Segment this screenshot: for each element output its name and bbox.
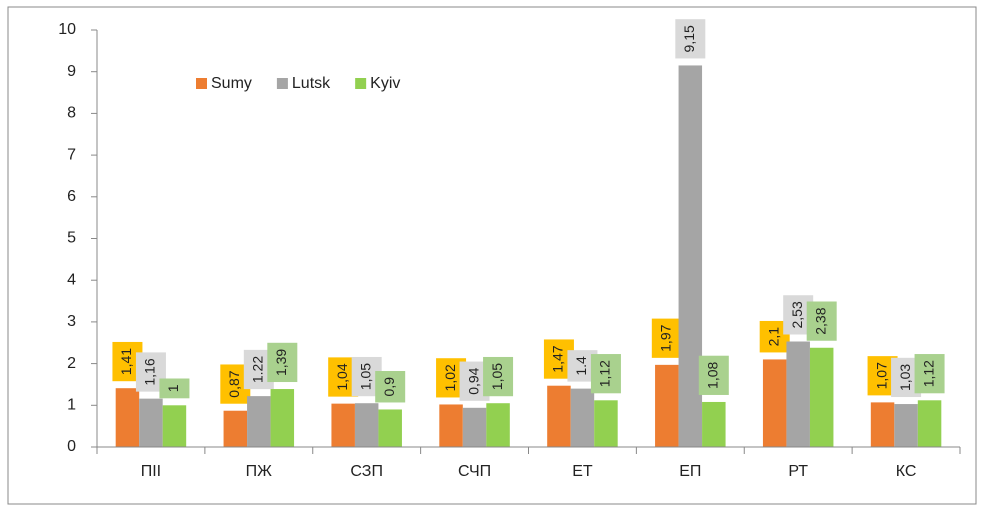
value-label: 0,87 (226, 370, 242, 397)
y-tick-label: 2 (67, 355, 76, 372)
x-tick-label: ПІІ (141, 463, 161, 480)
bar (462, 407, 487, 447)
value-label: 1,02 (442, 364, 458, 391)
value-label: 1 (165, 384, 181, 392)
value-label: 1,04 (334, 363, 350, 390)
value-label: 1,05 (489, 363, 505, 390)
value-label-box (267, 342, 298, 383)
value-label: 2,53 (789, 301, 805, 328)
legend-label: Kyiv (370, 75, 400, 92)
value-label: 9,15 (681, 25, 697, 52)
value-label: 0,9 (381, 377, 397, 397)
y-tick-label: 3 (67, 313, 76, 330)
value-label-box (675, 19, 706, 59)
bar (809, 347, 834, 447)
bar (786, 341, 810, 447)
bar (378, 409, 402, 447)
value-label-box (590, 354, 621, 394)
x-tick-label: КС (896, 463, 917, 480)
value-label-box (651, 318, 682, 358)
y-tick-label: 10 (58, 21, 76, 38)
y-tick-label: 6 (67, 188, 76, 205)
y-tick-label: 1 (67, 397, 76, 414)
x-tick-label: РТ (788, 463, 808, 480)
legend-swatch (355, 78, 367, 89)
value-label: 1,05 (357, 363, 373, 390)
bar (762, 359, 787, 447)
x-tick-label: ЕП (679, 463, 701, 480)
legend-label: Lutsk (292, 75, 331, 92)
bar (570, 388, 595, 447)
y-tick-label: 7 (67, 146, 76, 163)
bar (115, 388, 140, 447)
value-label: 1,12 (920, 360, 936, 387)
value-label-box (159, 378, 190, 399)
bar (439, 404, 463, 447)
bar (486, 403, 510, 447)
bar (247, 396, 271, 447)
x-tick-label: СЗП (350, 463, 383, 480)
legend-swatch (276, 78, 288, 89)
value-label-box (698, 355, 729, 395)
bar (870, 402, 895, 447)
value-label: 2,1 (765, 327, 781, 347)
value-label-box (375, 371, 406, 403)
value-label: 1,08 (705, 362, 721, 389)
y-tick-label: 5 (67, 230, 76, 247)
y-tick-label: 0 (67, 438, 76, 455)
value-label: 1,16 (142, 358, 158, 385)
y-tick-label: 9 (67, 63, 76, 80)
legend-label: Sumy (211, 75, 252, 92)
value-label-box (806, 301, 837, 341)
value-label: 1,12 (597, 360, 613, 387)
bar (702, 401, 726, 447)
value-label-box (914, 354, 945, 394)
value-label: 1,47 (550, 345, 566, 372)
bar (331, 403, 355, 447)
x-tick-label: ЕТ (572, 463, 593, 480)
value-label: 1,97 (658, 324, 674, 351)
value-label-box (483, 356, 514, 397)
bar (547, 385, 571, 447)
bar (594, 400, 618, 447)
legend-swatch (196, 78, 207, 89)
y-tick-label: 8 (67, 105, 76, 122)
bar (162, 405, 187, 447)
bar (678, 65, 703, 447)
value-label: 1,41 (118, 348, 134, 375)
value-label: 1.22 (250, 356, 266, 383)
y-tick-label: 4 (67, 271, 76, 288)
value-label: 1,07 (873, 362, 889, 389)
bar (139, 398, 163, 447)
value-label: 1,03 (897, 364, 913, 391)
bar (655, 364, 679, 447)
value-label: 2,38 (812, 307, 828, 334)
value-label: 0,94 (465, 367, 481, 394)
bar (223, 410, 248, 447)
value-label: 1,39 (273, 349, 289, 376)
bar (917, 400, 942, 447)
bar (354, 403, 379, 447)
value-label: 1.4 (573, 356, 589, 376)
bar (270, 389, 295, 447)
x-tick-label: ПЖ (246, 463, 273, 480)
bar (894, 404, 918, 447)
x-tick-label: СЧП (458, 463, 491, 480)
